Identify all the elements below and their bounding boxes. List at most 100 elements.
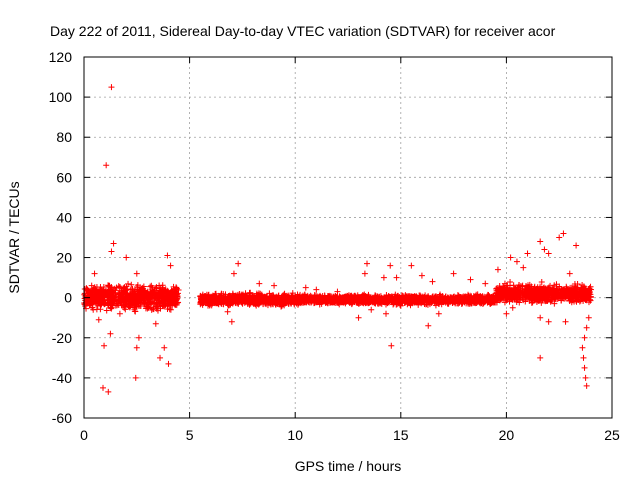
- band-point: [239, 292, 246, 299]
- band-point: [128, 289, 135, 296]
- x-tick-label: 25: [604, 427, 620, 443]
- band-point: [131, 306, 138, 313]
- band-point: [167, 306, 174, 313]
- band-point: [104, 293, 111, 300]
- y-tick-label: 80: [56, 129, 72, 145]
- band-point: [126, 299, 133, 306]
- band-point: [280, 301, 287, 308]
- band-point: [205, 295, 212, 302]
- band-point: [129, 285, 136, 292]
- band-point: [164, 289, 171, 296]
- data-points: [81, 84, 594, 395]
- band-point: [151, 287, 158, 294]
- band-point: [153, 301, 160, 308]
- band-point: [157, 303, 164, 310]
- band-point: [157, 289, 164, 296]
- band-point: [150, 306, 157, 313]
- band-point: [131, 290, 138, 297]
- band-point: [230, 295, 237, 302]
- band-point: [150, 300, 157, 307]
- band-point: [272, 299, 279, 306]
- x-axis-label: GPS time / hours: [295, 458, 402, 474]
- x-tick-label: 20: [499, 427, 515, 443]
- band-point: [222, 296, 229, 303]
- band-point: [225, 302, 232, 309]
- band-point: [265, 295, 272, 302]
- y-axis-label: SDTVAR / TECUs: [6, 181, 22, 293]
- band-point: [90, 299, 97, 306]
- y-tick-label: -20: [52, 330, 72, 346]
- band-point: [133, 283, 140, 290]
- band-point: [146, 299, 153, 306]
- band-point: [240, 293, 247, 300]
- band-point: [220, 299, 227, 306]
- band-point: [288, 300, 295, 307]
- band-point: [123, 293, 130, 300]
- band-point: [254, 297, 261, 304]
- band-point: [393, 301, 400, 308]
- band-point: [253, 291, 260, 298]
- band-point: [166, 297, 173, 304]
- band-point: [84, 297, 91, 304]
- band-point: [156, 282, 163, 289]
- band-point: [479, 301, 486, 308]
- band-point: [93, 292, 100, 299]
- band-point: [162, 287, 169, 294]
- band-point: [121, 301, 128, 308]
- y-tick-label: 60: [56, 169, 72, 185]
- y-tick-label: 120: [49, 49, 73, 65]
- band-point: [165, 294, 172, 301]
- band-point: [100, 300, 107, 307]
- band-point: [125, 280, 132, 287]
- band-point: [125, 297, 132, 304]
- band-point: [161, 296, 168, 303]
- band-point: [156, 291, 163, 298]
- band-point: [147, 283, 154, 290]
- band-point: [238, 296, 245, 303]
- band-point: [232, 299, 239, 306]
- band-point: [99, 296, 106, 303]
- band-point: [108, 304, 115, 311]
- band-point: [86, 289, 93, 296]
- band-point: [103, 307, 110, 314]
- x-tick-label: 15: [393, 427, 409, 443]
- band-point: [144, 305, 151, 312]
- band-point: [263, 295, 270, 302]
- band-point: [148, 304, 155, 311]
- y-tick-label: -60: [52, 410, 72, 426]
- band-point: [115, 283, 122, 290]
- band-point: [154, 307, 161, 314]
- band-point: [269, 292, 276, 299]
- band-point: [171, 300, 178, 307]
- band-point: [99, 297, 106, 304]
- band-point: [101, 301, 108, 308]
- band-point: [108, 292, 115, 299]
- band-point: [258, 292, 265, 299]
- band-point: [226, 292, 233, 299]
- band-point: [242, 298, 249, 305]
- band-point: [112, 302, 119, 309]
- x-tick-label: 10: [287, 427, 303, 443]
- band-point: [124, 286, 131, 293]
- band-point: [128, 281, 135, 288]
- band-point: [126, 298, 133, 305]
- band-point: [438, 301, 445, 308]
- band-point: [120, 298, 127, 305]
- band-point: [281, 298, 288, 305]
- band-point: [89, 304, 96, 311]
- x-tick-label: 0: [80, 427, 88, 443]
- band-point: [92, 285, 99, 292]
- band-point: [212, 296, 219, 303]
- band-point: [171, 289, 178, 296]
- band-point: [236, 290, 243, 297]
- band-point: [105, 283, 112, 290]
- band-point: [95, 298, 102, 305]
- band-point: [209, 300, 216, 307]
- band-point: [88, 282, 95, 289]
- band-point: [199, 295, 206, 302]
- band-point: [222, 291, 229, 298]
- x-tick-label: 5: [186, 427, 194, 443]
- band-point: [84, 286, 91, 293]
- band-point: [259, 296, 266, 303]
